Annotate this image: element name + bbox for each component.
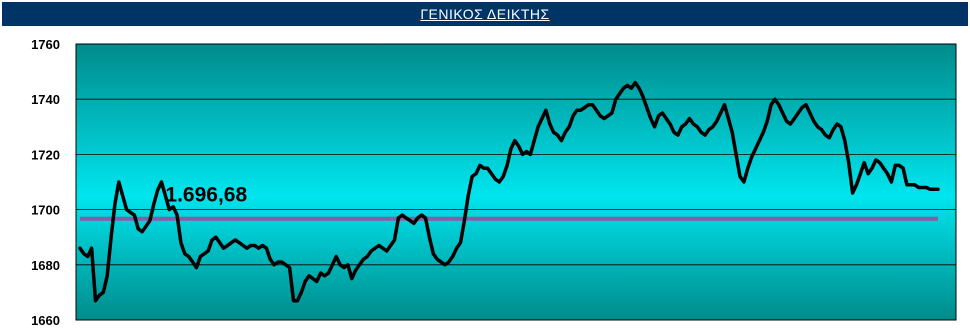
chart-title-bar: ΓΕΝΙΚΟΣ ΔΕΙΚΤΗΣ — [2, 2, 968, 26]
y-tick-label: 1700 — [31, 203, 60, 218]
index-line — [78, 80, 940, 303]
y-tick-label: 1660 — [31, 313, 60, 328]
value-annotation: 1.696,68 — [165, 183, 247, 206]
chart-title: ΓΕΝΙΚΟΣ ΔΕΙΚΤΗΣ — [420, 6, 550, 22]
y-tick-label: 1740 — [31, 92, 60, 107]
y-tick-label: 1680 — [31, 258, 60, 273]
y-tick-label: 1720 — [31, 147, 60, 162]
plot-background — [75, 43, 957, 321]
y-tick-label: 1760 — [31, 37, 60, 52]
